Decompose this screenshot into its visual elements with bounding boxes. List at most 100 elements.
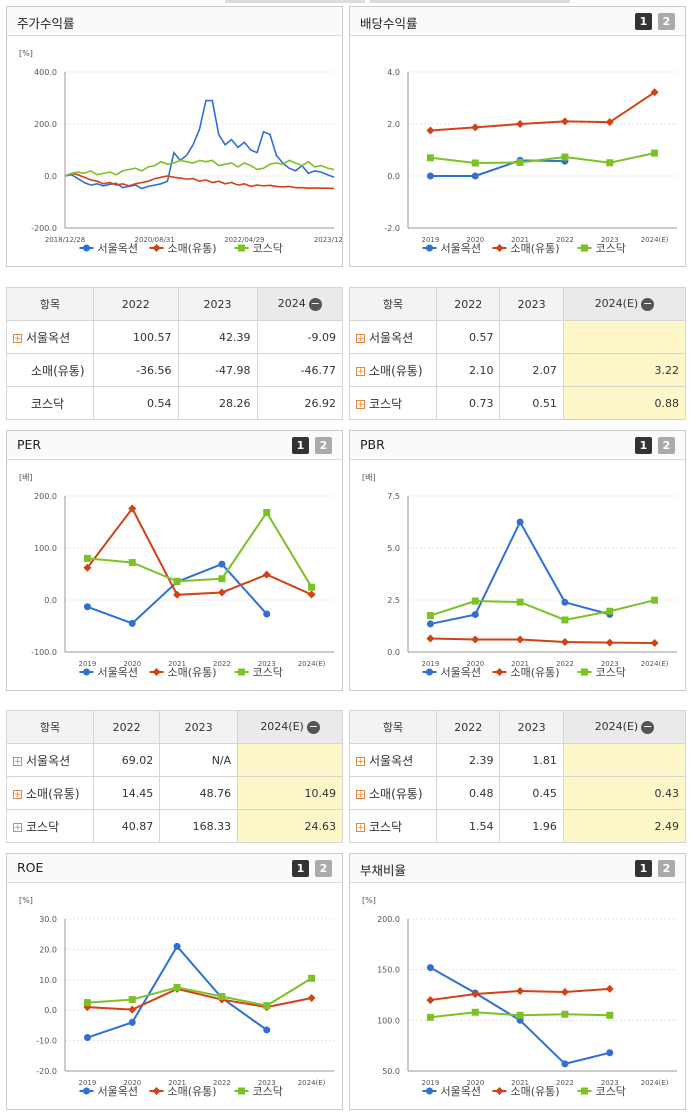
legend-label: 코스닥 xyxy=(596,666,626,679)
table-cell xyxy=(562,743,687,777)
data-point xyxy=(173,942,181,950)
y-tick-label: 200.0 xyxy=(377,915,400,924)
collapse-icon[interactable]: − xyxy=(641,719,655,734)
x-tick-label: 2022 xyxy=(556,660,574,668)
legend-marker xyxy=(152,1087,161,1095)
data-point xyxy=(83,563,92,572)
x-tick-label: 2024(E) xyxy=(641,660,669,668)
y-tick-label: 20.0 xyxy=(39,945,57,954)
data-point xyxy=(516,158,524,166)
expand-icon[interactable]: + xyxy=(13,756,22,767)
row-name-label: 소매(유통) xyxy=(369,363,423,378)
expand-icon[interactable]: + xyxy=(13,822,22,833)
column-header-label: 2022 xyxy=(112,720,141,734)
row-name-label: 서울옥션 xyxy=(369,330,414,345)
x-tick-label: 2024(E) xyxy=(641,236,669,244)
view-2-button[interactable]: 2 xyxy=(658,860,675,877)
pbr-chart: [배] 7.5 5.0 2.5 0.0 2019 2020 2021 2022 2023 2024(… xyxy=(362,473,677,679)
collapse-icon[interactable]: − xyxy=(641,296,655,311)
view-1-button[interactable]: 1 xyxy=(635,13,652,30)
legend-marker xyxy=(581,1087,588,1095)
row-name: + 코스닥 xyxy=(349,386,437,420)
table-cell: 40.87 xyxy=(92,809,161,843)
data-point xyxy=(173,590,182,599)
dividend-yield-chart: 4.0 2.0 0.0 -2.0 2019 2020 2021 2022 2023 2024(E)… xyxy=(384,68,677,255)
legend-marker xyxy=(152,668,161,676)
row-name: + 소매(유통) xyxy=(349,353,437,387)
data-point xyxy=(471,597,479,605)
top-tab-strip xyxy=(225,0,365,3)
data-point xyxy=(263,610,271,618)
y-tick-label: 100.0 xyxy=(34,544,57,553)
row-name-label: 서울옥션 xyxy=(26,753,71,768)
x-tick-label: 2020 xyxy=(123,660,141,668)
row-name-label: 소매(유통) xyxy=(31,363,85,378)
legend-marker xyxy=(426,244,433,252)
view-2-button[interactable]: 2 xyxy=(315,860,332,877)
table-cell: 2.07 xyxy=(499,353,564,387)
table-row: + 서울옥션 69.02 N/A xyxy=(6,743,343,777)
data-point xyxy=(426,612,434,620)
legend-marker xyxy=(83,244,90,252)
unit-label: [%] xyxy=(19,49,33,58)
series-line-0 xyxy=(430,519,611,625)
data-point xyxy=(606,1011,614,1019)
view-1-button[interactable]: 1 xyxy=(635,437,652,454)
view-1-button[interactable]: 1 xyxy=(292,860,309,877)
data-point xyxy=(516,635,525,644)
legend-label: 코스닥 xyxy=(253,242,283,255)
x-tick-label: 2018/12/28 xyxy=(45,236,85,244)
y-tick-label: 200.0 xyxy=(34,120,57,129)
expand-icon[interactable]: + xyxy=(356,399,365,410)
data-point xyxy=(218,575,226,583)
expand-icon[interactable]: + xyxy=(356,366,365,377)
data-point xyxy=(218,560,226,568)
column-header: 2024(E) − xyxy=(237,710,343,744)
view-2-button[interactable]: 2 xyxy=(658,13,675,30)
x-tick-label: 2019 xyxy=(422,236,440,244)
expand-icon[interactable]: + xyxy=(356,333,365,344)
table-cell: 0.45 xyxy=(499,776,564,810)
legend-label: 소매(유통) xyxy=(168,242,217,255)
collapse-icon[interactable]: − xyxy=(308,296,322,311)
table-cell xyxy=(237,743,343,777)
unit-label: [배] xyxy=(362,473,376,482)
data-point xyxy=(471,172,479,180)
expand-icon[interactable]: + xyxy=(356,822,365,833)
legend-marker xyxy=(495,1087,504,1095)
column-header-label: 2024 xyxy=(277,297,306,311)
row-name-label: 코스닥 xyxy=(31,396,65,411)
y-tick-label: -10.0 xyxy=(36,1037,57,1046)
x-tick-label: 2023 xyxy=(601,660,619,668)
unit-label: [%] xyxy=(362,896,376,905)
column-header-label: 2022 xyxy=(121,297,150,311)
expand-icon[interactable]: + xyxy=(13,333,22,344)
legend-marker xyxy=(83,1087,90,1095)
view-1-button[interactable]: 1 xyxy=(635,860,652,877)
column-header: 2022 xyxy=(92,710,161,744)
collapse-icon[interactable]: − xyxy=(306,719,320,734)
table-cell: 1.96 xyxy=(499,809,564,843)
y-tick-label: 200.0 xyxy=(34,492,57,501)
table-cell: -36.56 xyxy=(93,353,179,387)
roe-chart: [%] 30.0 20.0 10.0 0.0 -10.0 -20.0 2019 2020 2021… xyxy=(19,896,334,1098)
view-1-button[interactable]: 1 xyxy=(292,437,309,454)
row-name: + 소매(유통) xyxy=(6,776,94,810)
expand-icon[interactable]: + xyxy=(356,756,365,767)
table-row: + 코스닥 0.73 0.51 0.88 xyxy=(349,386,687,420)
data-point xyxy=(128,504,137,513)
view-2-button[interactable]: 2 xyxy=(658,437,675,454)
expand-icon[interactable]: + xyxy=(13,789,22,800)
expand-icon[interactable]: + xyxy=(356,789,365,800)
y-tick-label: 30.0 xyxy=(39,915,57,924)
view-2-button[interactable]: 2 xyxy=(315,437,332,454)
table-row: + 서울옥션 2.39 1.81 xyxy=(349,743,687,777)
table-cell: 10.49 xyxy=(237,776,343,810)
table-cell: 2.10 xyxy=(435,353,501,387)
